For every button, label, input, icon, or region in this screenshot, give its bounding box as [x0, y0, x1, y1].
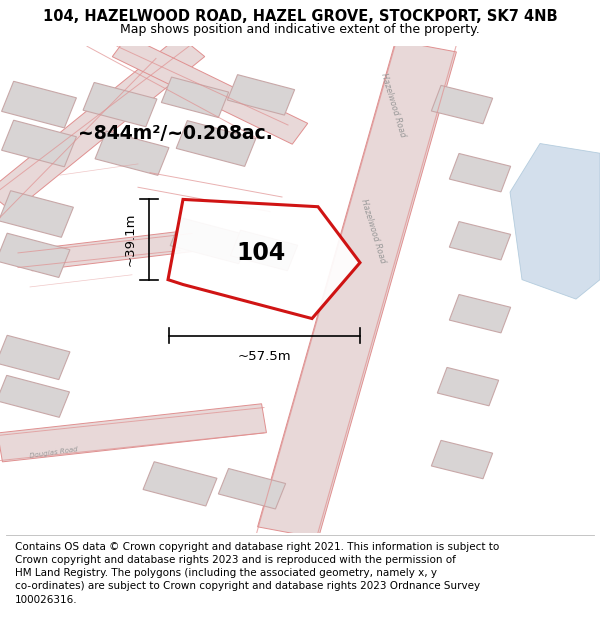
- Text: ~39.1m: ~39.1m: [124, 213, 137, 266]
- Polygon shape: [2, 120, 76, 167]
- Polygon shape: [230, 230, 298, 271]
- Text: Douglas Road: Douglas Road: [29, 446, 79, 459]
- Text: Hazelwood Road: Hazelwood Road: [379, 71, 407, 138]
- Polygon shape: [95, 131, 169, 176]
- Polygon shape: [257, 41, 457, 538]
- Polygon shape: [449, 154, 511, 192]
- Text: Hazelwood Road: Hazelwood Road: [359, 198, 387, 264]
- Polygon shape: [431, 441, 493, 479]
- Polygon shape: [431, 86, 493, 124]
- Polygon shape: [28, 230, 194, 271]
- Polygon shape: [449, 294, 511, 333]
- Polygon shape: [0, 233, 70, 278]
- Polygon shape: [143, 462, 217, 506]
- Polygon shape: [2, 81, 76, 128]
- Polygon shape: [0, 335, 70, 379]
- Text: 104, HAZELWOOD ROAD, HAZEL GROVE, STOCKPORT, SK7 4NB: 104, HAZELWOOD ROAD, HAZEL GROVE, STOCKP…: [43, 9, 557, 24]
- Polygon shape: [168, 199, 360, 319]
- Text: ~844m²/~0.208ac.: ~844m²/~0.208ac.: [78, 124, 273, 143]
- Polygon shape: [0, 36, 205, 212]
- Text: ~57.5m: ~57.5m: [238, 350, 292, 363]
- Polygon shape: [227, 74, 295, 115]
- Polygon shape: [0, 191, 73, 238]
- Polygon shape: [0, 376, 70, 418]
- Polygon shape: [112, 36, 308, 144]
- Text: Map shows position and indicative extent of the property.: Map shows position and indicative extent…: [120, 23, 480, 36]
- Polygon shape: [161, 77, 229, 118]
- Polygon shape: [510, 144, 600, 299]
- Text: Contains OS data © Crown copyright and database right 2021. This information is : Contains OS data © Crown copyright and d…: [15, 542, 499, 604]
- Polygon shape: [0, 404, 266, 462]
- Polygon shape: [449, 222, 511, 260]
- Polygon shape: [218, 469, 286, 509]
- Polygon shape: [83, 82, 157, 127]
- Polygon shape: [176, 121, 256, 166]
- Polygon shape: [437, 368, 499, 406]
- Text: 104: 104: [236, 241, 286, 265]
- Polygon shape: [170, 218, 250, 264]
